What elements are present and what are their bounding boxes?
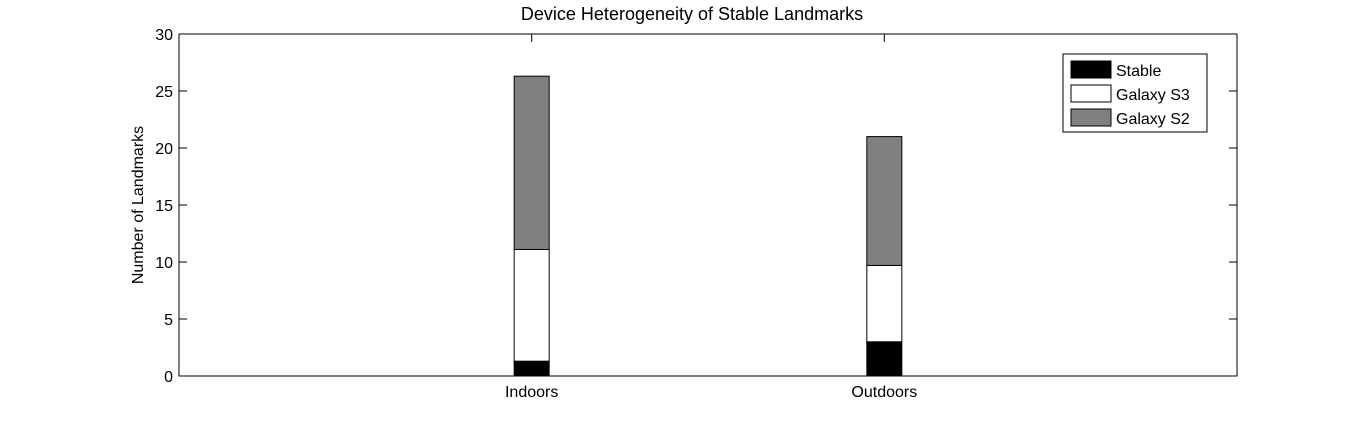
y-tick-label: 30 (155, 27, 173, 44)
legend-label-galaxy-s2: Galaxy S2 (1116, 111, 1190, 128)
x-tick-label: Outdoors (851, 384, 917, 401)
legend-swatch-galaxy-s3 (1070, 84, 1112, 103)
plot-area: 0 5 10 15 20 25 30 Indoors Outdoors (155, 27, 1238, 401)
x-tick-label: Indoors (505, 384, 558, 401)
bar-indoors-galaxy-s2 (513, 75, 550, 250)
bar-indoors-galaxy-s3 (513, 248, 550, 362)
legend-swatch-stable (1070, 60, 1112, 79)
legend: Stable Galaxy S3 Galaxy S2 (1062, 53, 1208, 133)
legend-label-galaxy-s3: Galaxy S3 (1116, 87, 1190, 104)
y-tick-label: 25 (155, 84, 173, 101)
legend-swatch-galaxy-s2 (1070, 108, 1112, 127)
y-tick-label: 0 (164, 369, 173, 386)
y-axis-label: Number of Landmarks (130, 126, 147, 284)
legend-label-stable: Stable (1116, 63, 1161, 80)
y-tick-label: 5 (164, 312, 173, 329)
y-tick-label: 20 (155, 141, 173, 158)
bar-outdoors-galaxy-s2 (866, 136, 903, 266)
y-tick-label: 15 (155, 198, 173, 215)
y-tick-label: 10 (155, 255, 173, 272)
chart-title: Device Heterogeneity of Stable Landmarks (521, 4, 863, 24)
bar-outdoors-galaxy-s3 (866, 264, 903, 343)
